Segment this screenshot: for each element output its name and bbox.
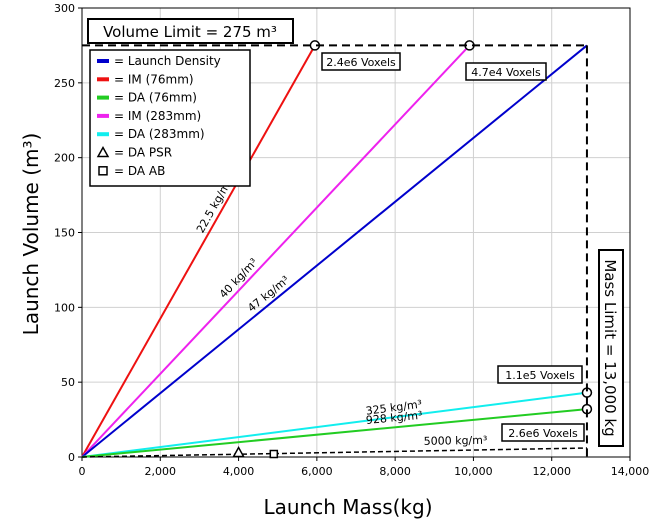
y-tick-label: 300 [54, 2, 75, 15]
voxels-label-im76: 2.4e6 Voxels [321, 52, 401, 71]
volume-limit-label: Volume Limit = 275 m³ [87, 18, 294, 44]
x-tick-label: 12,000 [532, 465, 571, 478]
x-tick-label: 4,000 [223, 465, 255, 478]
annotations: Volume Limit = 275 m³ Mass Limit = 13,000… [82, 18, 624, 457]
volume-limit-box [87, 18, 294, 44]
series-line-5000-kg-m- [81, 447, 587, 458]
density-label-da76: 928 kg/m³ [365, 409, 423, 427]
legend-item: = DA AB [98, 164, 165, 178]
y-tick-label: 100 [54, 301, 75, 314]
da-psr-marker [232, 445, 245, 458]
voxels-label-im283-box [465, 62, 547, 81]
density-label-dashed: 5000 kg/m³ [424, 434, 488, 448]
series-line-im-76mm- [81, 44, 316, 458]
voxels-label-im76-text: 2.4e6 Voxels [326, 56, 396, 69]
series-line-da-76mm- [81, 408, 588, 458]
legend-label: = Launch Density [114, 54, 221, 68]
x-tick-label: 6,000 [301, 465, 333, 478]
voxels-label-da283: 1.1e5 Voxels [497, 365, 583, 384]
legend-item: = IM (283mm) [97, 109, 201, 123]
legend-item: = DA (76mm) [97, 91, 197, 105]
voxels-label-da283-text: 1.1e5 Voxels [505, 369, 575, 382]
grid [81, 7, 631, 458]
x-tick-label: 2,000 [145, 465, 177, 478]
voxels-label-da283-box [497, 365, 583, 384]
series-line-launch-density [81, 44, 588, 458]
voxels-label-da76: 2.6e6 Voxels [501, 423, 585, 442]
da-ab-marker [269, 449, 279, 459]
series-line-im-283mm- [81, 44, 471, 458]
legend-swatch [97, 132, 109, 137]
legend-item: = DA PSR [96, 145, 172, 160]
y-tick-label: 150 [54, 227, 75, 240]
mass-limit-box [598, 249, 624, 447]
legend-swatch [97, 95, 109, 100]
legend-swatch [97, 59, 109, 63]
legend: = Launch Density = IM (76mm) = DA (76mm) = … [89, 49, 251, 187]
axes: 0 2,000 4,000 6,000 8,000 10,000 12,000 14,000 0… [54, 2, 649, 478]
x-tick-label: 14,000 [611, 465, 650, 478]
legend-triangle-icon [96, 145, 110, 158]
legend-item: = Launch Density [97, 54, 221, 68]
mass-limit-label: Mass Limit = 13,000 kg [598, 249, 624, 447]
density-label-launch: 47 kg/m³ [245, 273, 292, 314]
y-tick-label: 0 [68, 451, 75, 464]
legend-item: = IM (76mm) [97, 72, 194, 86]
y-tick-label: 200 [54, 152, 75, 165]
legend-swatch [97, 77, 109, 82]
voxels-label-im283-text: 4.7e4 Voxels [471, 66, 541, 79]
y-axis-title: Launch Volume (m³) [19, 133, 43, 336]
voxels-label-im283: 4.7e4 Voxels [465, 62, 547, 81]
voxels-label-im76-box [321, 52, 401, 71]
legend-label: = DA PSR [114, 146, 172, 160]
y-tick-label: 250 [54, 77, 75, 90]
x-tick-label: 0 [79, 465, 86, 478]
legend-label: = DA (76mm) [114, 91, 197, 105]
legend-square-icon [98, 166, 108, 176]
volume-limit-text: Volume Limit = 275 m³ [103, 23, 277, 41]
mass-limit-text: Mass Limit = 13,000 kg [601, 259, 619, 436]
legend-label: = IM (283mm) [114, 109, 201, 123]
series [81, 40, 593, 459]
series-line-da-283mm- [81, 391, 588, 458]
legend-box [89, 49, 251, 187]
voxels-label-da76-box [501, 423, 585, 442]
legend-label: = DA (283mm) [114, 127, 205, 141]
x-tick-label: 8,000 [379, 465, 411, 478]
legend-swatch [97, 113, 109, 118]
legend-item: = DA (283mm) [97, 127, 205, 141]
x-tick-label: 10,000 [454, 465, 493, 478]
x-axis-title: Launch Mass(kg) [263, 495, 432, 519]
voxels-label-da76-text: 2.6e6 Voxels [508, 427, 578, 440]
legend-label: = DA AB [114, 164, 165, 178]
legend-label: = IM (76mm) [114, 72, 194, 86]
y-tick-label: 50 [61, 376, 75, 389]
